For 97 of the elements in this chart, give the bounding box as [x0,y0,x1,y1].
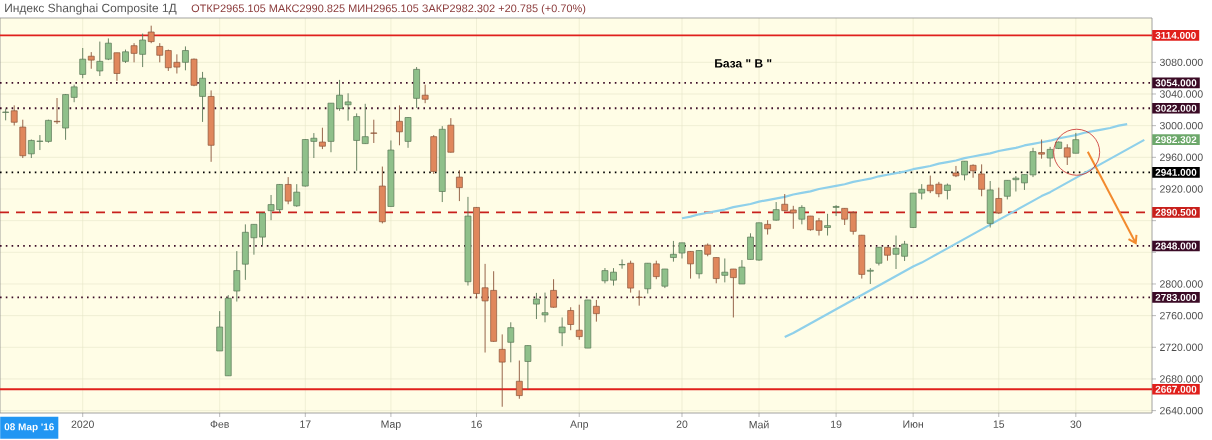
candlestick [139,33,146,68]
candlestick [550,278,557,309]
candlestick [1063,143,1071,166]
x-tick-label: Фев [210,420,229,428]
candlestick [618,258,626,270]
x-tick-label: 16 [471,420,482,428]
candlestick [53,97,61,125]
candlestick [567,306,575,331]
y-tick-label: 2720.000 [1160,343,1203,352]
candlestick [130,42,138,63]
ref-line-label: 3114.000 [1155,31,1196,39]
x-tick-label: 17 [300,420,311,428]
ref-line-label: 2667.000 [1155,385,1197,393]
ref-line-label: 2783.000 [1155,293,1197,301]
candlestick [635,289,643,307]
candlestick [866,267,874,285]
candlestick [156,42,164,63]
candlestick [670,240,677,263]
y-tick-label: 3040.000 [1159,90,1203,98]
candlestick [456,169,463,202]
candlestick [969,163,977,179]
ref-line-label: 2848.000 [1155,242,1197,250]
candlestick [284,176,292,205]
candlestick [361,103,369,145]
candlestick [353,112,361,172]
candlestick [687,250,694,280]
candlestick [961,160,968,181]
candlestick [319,127,326,150]
y-tick-label: 2920.000 [1160,185,1203,193]
candlestick [524,344,532,390]
candlestick [541,292,549,323]
ref-line-label: 2890.500 [1155,208,1197,216]
x-tick-label: 15 [993,420,1005,428]
candlestick [832,204,840,217]
candlestick [721,258,729,283]
x-tick-label: Июн [903,420,923,428]
x-tick-label: 19 [831,420,842,428]
candlestick [593,299,600,323]
y-tick-label: 2800.000 [1160,280,1203,288]
candlestick [712,257,720,284]
y-tick-label: 3080.000 [1159,58,1203,67]
candlestick [370,119,378,144]
candlestick [507,321,515,363]
candlestick [789,205,797,230]
candlestick [661,268,669,289]
candlestick [575,304,583,341]
ref-line-label: 2941.000 [1155,168,1197,176]
candlestick [1038,139,1045,160]
candlestick [233,250,241,302]
candlestick [113,52,121,82]
candlestick [96,41,104,77]
candlestick [875,246,883,266]
x-tick-label: Май [749,420,769,429]
candlestick [738,259,746,285]
candlestick [396,104,403,146]
candlestick [772,201,780,222]
x-tick-label: 2020 [71,420,94,428]
candlestick [695,249,703,280]
candlestick [1072,132,1080,154]
candlestick [1046,146,1054,168]
text: 08 Мар '16 [4,423,54,433]
y-tick-label: 2960.000 [1160,153,1203,162]
x-tick-label: 30 [1070,420,1082,428]
x-tick-label: Апр [570,420,589,430]
candlestick [182,45,189,71]
candlestick [849,210,857,236]
ref-line-label: 3054.000 [1155,79,1197,87]
candlestick [498,333,506,408]
candlestick [1003,179,1011,200]
ref-line-label: 3022.000 [1155,104,1197,112]
candlestick [293,183,301,208]
candlestick [533,292,540,320]
candlestick [421,84,429,104]
candlestick [824,213,831,236]
x-tick-label: 20 [676,420,688,428]
annotation: База " В " [715,59,772,68]
y-tick-label: 3000.000 [1159,121,1203,130]
candlestick [978,163,985,197]
text: 2982.302 [1155,136,1197,144]
candlestick [558,317,566,347]
y-tick-label: 2640.000 [1160,406,1203,415]
candlestick [79,47,87,79]
chart-title: Индекс Shanghai Composite 1Д [5,3,177,15]
candlestick [515,360,523,400]
candlestick [404,116,412,149]
chart-subtitle: ОТКР2965.105 МАКС2990.825 МИН2965.105 ЗАКР2982.302 +20.785 (+0.70%) [191,4,586,15]
candlestick [199,71,206,123]
y-tick-label: 2760.000 [1160,311,1203,320]
candlestick [216,310,224,352]
y-tick-label: 2680.000 [1160,375,1203,383]
candlestick [10,104,18,126]
x-tick-label: Мар [381,420,401,430]
candlestick [652,260,660,280]
candlestick [798,204,806,225]
candlestick [995,187,1003,215]
candlestick [952,165,960,178]
candlestick [730,268,737,318]
